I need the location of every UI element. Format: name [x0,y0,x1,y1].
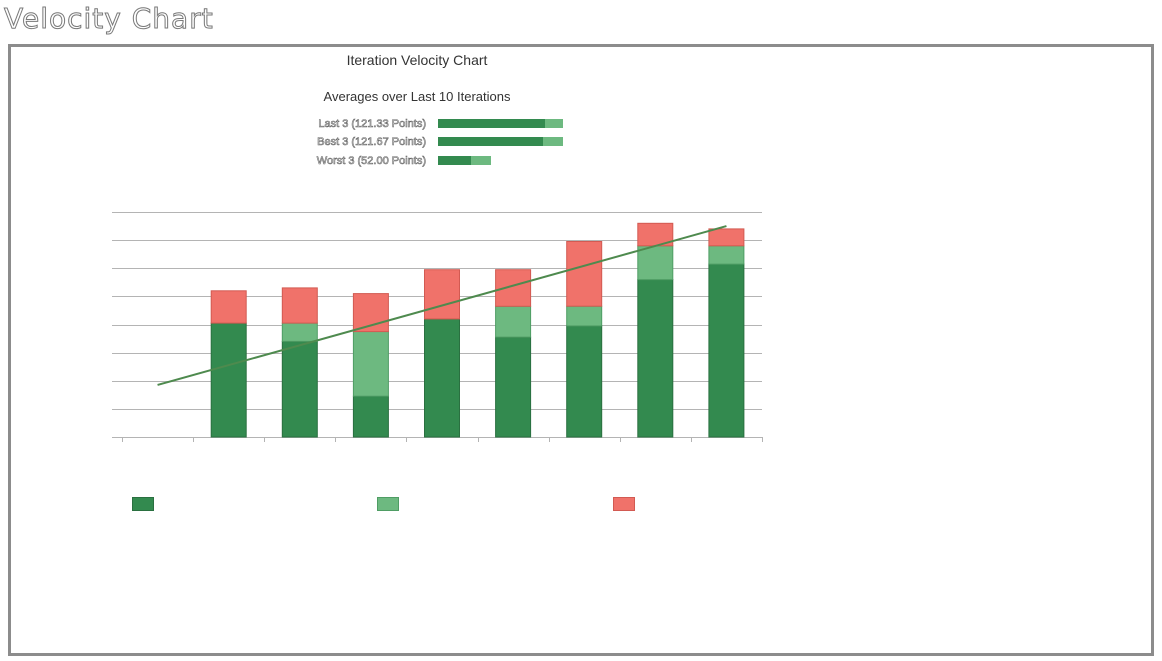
trend-line [157,225,727,386]
legend-swatch-completed [377,497,399,511]
average-row-last-3: Last 3 (121.33 Points) [0,118,700,132]
bar-incomplete [708,228,745,247]
average-bar-accepted [438,137,543,146]
bar-incomplete [495,269,532,307]
average-row-worst-3: Worst 3 (52.00 Points) [0,155,700,169]
bar-incomplete [281,287,318,324]
average-label: Last 3 (121.33 Points) [318,118,426,131]
bar-completed [566,305,603,327]
average-bar-completed [471,156,492,165]
average-bar-accepted [438,156,472,165]
average-bar-accepted [438,119,546,128]
legend-swatch-accepted [132,497,154,511]
bar-completed [495,305,532,338]
bar-incomplete [352,293,389,333]
bar-incomplete [210,290,247,324]
page-title: Velocity Chart [4,2,214,36]
bar-accepted [495,336,532,438]
chart-title: Iteration Velocity Chart [346,52,488,68]
bar-incomplete [424,269,460,320]
bar-accepted [708,263,745,438]
bar-accepted [424,318,460,438]
average-label: Worst 3 (52.00 Points) [316,155,426,168]
bar-accepted [281,340,318,438]
average-bar-completed [545,119,563,128]
bar-incomplete [566,241,603,307]
average-label: Best 3 (121.67 Points) [317,136,426,149]
average-bar-completed [543,137,563,146]
bar-completed [352,331,389,397]
averages-heading: Averages over Last 10 Iterations [323,89,511,104]
bar-accepted [566,325,603,438]
bar-accepted [352,395,389,438]
bar-completed [637,245,674,281]
bar-accepted [637,279,674,438]
average-row-best-3: Best 3 (121.67 Points) [0,136,700,150]
bar-completed [281,322,318,342]
legend-swatch-incomplete [613,497,635,511]
bar-completed [708,245,745,265]
bar-accepted [210,322,247,438]
